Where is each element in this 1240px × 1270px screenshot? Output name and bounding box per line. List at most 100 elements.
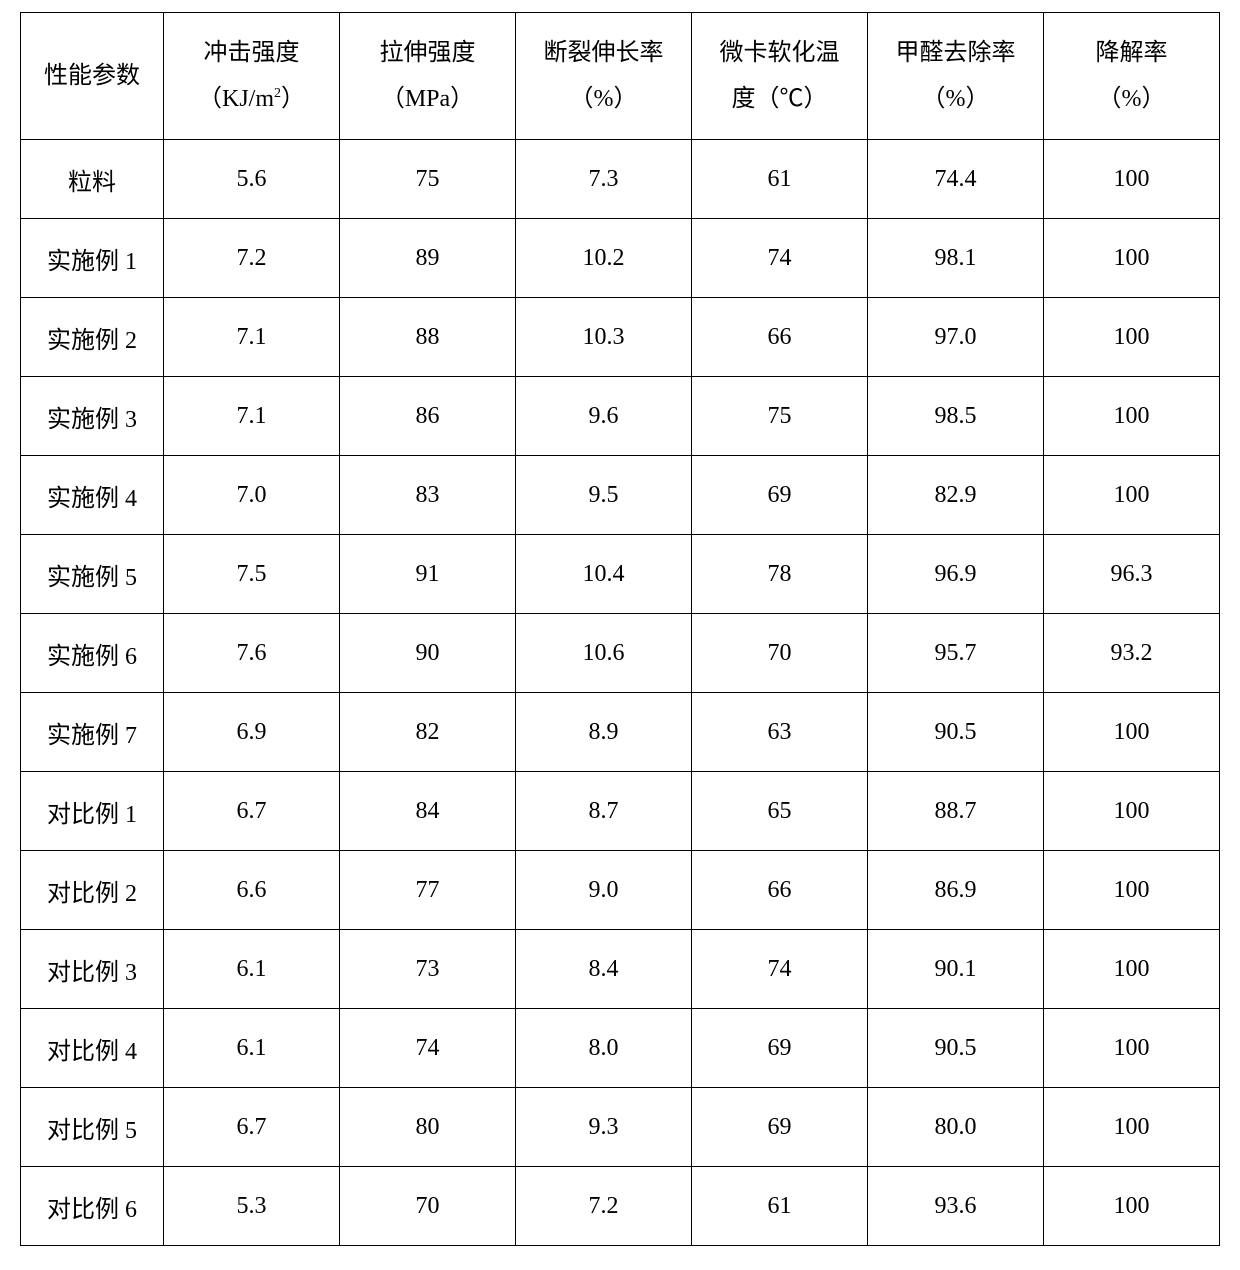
header-text: 冲击强度 (204, 41, 300, 65)
cell-tensile: 89 (340, 219, 516, 298)
cell-degrade: 100 (1044, 930, 1220, 1009)
cell-tensile: 73 (340, 930, 516, 1009)
row-label: 实施例 6 (21, 614, 164, 693)
header-unit: （%） (922, 87, 990, 111)
cell-vicat: 63 (692, 693, 868, 772)
cell-formald: 80.0 (868, 1088, 1044, 1167)
cell-tensile: 91 (340, 535, 516, 614)
row-label: 对比例 1 (21, 772, 164, 851)
table-row: 对比例 26.6779.06686.9100 (21, 851, 1220, 930)
row-label: 对比例 3 (21, 930, 164, 1009)
cell-degrade: 93.2 (1044, 614, 1220, 693)
header-text: 微卡软化温 (720, 41, 840, 65)
header-cell-impact: 冲击强度 （KJ/m2） (164, 13, 340, 140)
cell-tensile: 80 (340, 1088, 516, 1167)
table-row: 实施例 27.18810.36697.0100 (21, 298, 1220, 377)
cell-tensile: 86 (340, 377, 516, 456)
header-cell-formald: 甲醛去除率 （%） (868, 13, 1044, 140)
cell-degrade: 100 (1044, 456, 1220, 535)
cell-impact: 6.1 (164, 1009, 340, 1088)
header-cell-vicat: 微卡软化温 度（℃） (692, 13, 868, 140)
cell-degrade: 100 (1044, 377, 1220, 456)
cell-degrade: 100 (1044, 219, 1220, 298)
header-unit: （KJ/m2） (198, 87, 305, 111)
cell-degrade: 96.3 (1044, 535, 1220, 614)
cell-elong: 10.4 (516, 535, 692, 614)
header-cell-tensile: 拉伸强度 （MPa） (340, 13, 516, 140)
table-header: 性能参数 冲击强度 （KJ/m2） 拉伸强度 （MPa） 断裂伸长率 （%） (21, 13, 1220, 140)
cell-vicat: 75 (692, 377, 868, 456)
header-text: 降解率 (1096, 41, 1168, 65)
table-row: 对比例 16.7848.76588.7100 (21, 772, 1220, 851)
cell-formald: 86.9 (868, 851, 1044, 930)
cell-formald: 88.7 (868, 772, 1044, 851)
cell-elong: 9.0 (516, 851, 692, 930)
cell-elong: 8.7 (516, 772, 692, 851)
cell-impact: 5.6 (164, 140, 340, 219)
header-text: 拉伸强度 (380, 41, 476, 65)
cell-elong: 10.6 (516, 614, 692, 693)
cell-impact: 7.0 (164, 456, 340, 535)
row-label: 实施例 2 (21, 298, 164, 377)
row-label: 实施例 4 (21, 456, 164, 535)
header-text: 性能参数 (44, 64, 140, 88)
cell-impact: 7.5 (164, 535, 340, 614)
cell-degrade: 100 (1044, 1088, 1220, 1167)
header-unit: 度（℃） (732, 87, 828, 111)
cell-elong: 10.2 (516, 219, 692, 298)
table-row: 对比例 36.1738.47490.1100 (21, 930, 1220, 1009)
header-text: 断裂伸长率 (544, 41, 664, 65)
cell-tensile: 90 (340, 614, 516, 693)
cell-vicat: 65 (692, 772, 868, 851)
cell-degrade: 100 (1044, 851, 1220, 930)
table-row: 实施例 17.28910.27498.1100 (21, 219, 1220, 298)
cell-elong: 8.0 (516, 1009, 692, 1088)
table-body: 粒料5.6757.36174.4100实施例 17.28910.27498.11… (21, 140, 1220, 1246)
cell-vicat: 74 (692, 930, 868, 1009)
cell-degrade: 100 (1044, 140, 1220, 219)
cell-degrade: 100 (1044, 772, 1220, 851)
header-row: 性能参数 冲击强度 （KJ/m2） 拉伸强度 （MPa） 断裂伸长率 （%） (21, 13, 1220, 140)
header-unit: （%） (570, 87, 638, 111)
cell-formald: 82.9 (868, 456, 1044, 535)
cell-impact: 6.1 (164, 930, 340, 1009)
row-label: 实施例 1 (21, 219, 164, 298)
cell-vicat: 69 (692, 1009, 868, 1088)
cell-impact: 6.9 (164, 693, 340, 772)
table-row: 实施例 47.0839.56982.9100 (21, 456, 1220, 535)
cell-formald: 98.1 (868, 219, 1044, 298)
header-unit: （MPa） (381, 87, 474, 111)
table-row: 实施例 67.69010.67095.793.2 (21, 614, 1220, 693)
cell-elong: 9.5 (516, 456, 692, 535)
cell-formald: 74.4 (868, 140, 1044, 219)
cell-formald: 95.7 (868, 614, 1044, 693)
cell-formald: 93.6 (868, 1167, 1044, 1246)
cell-formald: 96.9 (868, 535, 1044, 614)
cell-formald: 90.5 (868, 693, 1044, 772)
table-row: 实施例 57.59110.47896.996.3 (21, 535, 1220, 614)
row-label: 实施例 5 (21, 535, 164, 614)
cell-impact: 7.2 (164, 219, 340, 298)
table-row: 粒料5.6757.36174.4100 (21, 140, 1220, 219)
row-label: 对比例 5 (21, 1088, 164, 1167)
cell-tensile: 70 (340, 1167, 516, 1246)
cell-vicat: 74 (692, 219, 868, 298)
cell-elong: 8.4 (516, 930, 692, 1009)
cell-formald: 90.1 (868, 930, 1044, 1009)
cell-impact: 7.6 (164, 614, 340, 693)
cell-formald: 90.5 (868, 1009, 1044, 1088)
cell-tensile: 83 (340, 456, 516, 535)
cell-degrade: 100 (1044, 298, 1220, 377)
header-text: 甲醛去除率 (896, 41, 1016, 65)
table-row: 实施例 37.1869.67598.5100 (21, 377, 1220, 456)
table-row: 对比例 65.3707.26193.6100 (21, 1167, 1220, 1246)
cell-vicat: 61 (692, 140, 868, 219)
cell-formald: 97.0 (868, 298, 1044, 377)
performance-table: 性能参数 冲击强度 （KJ/m2） 拉伸强度 （MPa） 断裂伸长率 （%） (20, 12, 1220, 1246)
cell-vicat: 69 (692, 1088, 868, 1167)
cell-elong: 10.3 (516, 298, 692, 377)
cell-tensile: 75 (340, 140, 516, 219)
cell-degrade: 100 (1044, 693, 1220, 772)
table-row: 对比例 56.7809.36980.0100 (21, 1088, 1220, 1167)
cell-impact: 7.1 (164, 377, 340, 456)
